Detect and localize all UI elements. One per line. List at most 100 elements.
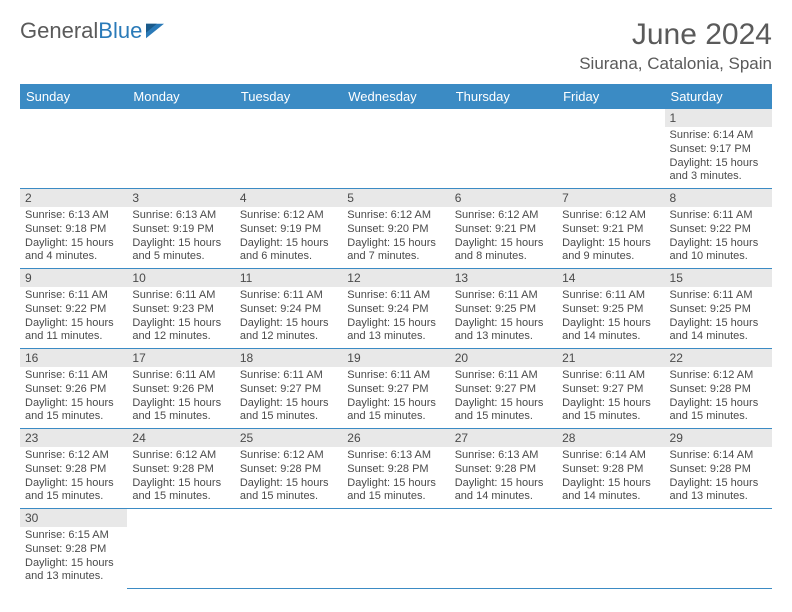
calendar-day-cell: 28Sunrise: 6:14 AMSunset: 9:28 PMDayligh… [557, 429, 664, 509]
sunrise-text: Sunrise: 6:11 AM [455, 369, 552, 383]
daylight-text: and 15 minutes. [347, 410, 444, 424]
sunset-text: Sunset: 9:25 PM [455, 303, 552, 317]
daylight-text: and 15 minutes. [132, 410, 229, 424]
day-number: 13 [450, 269, 557, 287]
daylight-text: and 15 minutes. [347, 490, 444, 504]
weekday-header: Friday [557, 84, 664, 109]
calendar-day-cell [235, 509, 342, 589]
calendar-day-cell: 22Sunrise: 6:12 AMSunset: 9:28 PMDayligh… [665, 349, 772, 429]
sunset-text: Sunset: 9:25 PM [670, 303, 767, 317]
calendar-day-cell: 10Sunrise: 6:11 AMSunset: 9:23 PMDayligh… [127, 269, 234, 349]
daylight-text: Daylight: 15 hours [132, 397, 229, 411]
day-info: Sunrise: 6:11 AMSunset: 9:25 PMDaylight:… [450, 287, 557, 348]
calendar-day-cell [450, 109, 557, 189]
sunset-text: Sunset: 9:28 PM [455, 463, 552, 477]
weekday-header: Saturday [665, 84, 772, 109]
sunset-text: Sunset: 9:26 PM [25, 383, 122, 397]
sunset-text: Sunset: 9:28 PM [670, 463, 767, 477]
daylight-text: Daylight: 15 hours [562, 477, 659, 491]
sunset-text: Sunset: 9:19 PM [132, 223, 229, 237]
sunset-text: Sunset: 9:22 PM [25, 303, 122, 317]
sunset-text: Sunset: 9:20 PM [347, 223, 444, 237]
daylight-text: and 14 minutes. [670, 330, 767, 344]
sunset-text: Sunset: 9:28 PM [132, 463, 229, 477]
calendar-day-cell: 8Sunrise: 6:11 AMSunset: 9:22 PMDaylight… [665, 189, 772, 269]
sunset-text: Sunset: 9:18 PM [25, 223, 122, 237]
daylight-text: Daylight: 15 hours [347, 237, 444, 251]
sunset-text: Sunset: 9:27 PM [562, 383, 659, 397]
day-number: 19 [342, 349, 449, 367]
sunset-text: Sunset: 9:24 PM [347, 303, 444, 317]
calendar-day-cell: 29Sunrise: 6:14 AMSunset: 9:28 PMDayligh… [665, 429, 772, 509]
daylight-text: Daylight: 15 hours [670, 237, 767, 251]
daylight-text: Daylight: 15 hours [25, 397, 122, 411]
day-info: Sunrise: 6:11 AMSunset: 9:24 PMDaylight:… [235, 287, 342, 348]
sunset-text: Sunset: 9:28 PM [670, 383, 767, 397]
header: GeneralBlue June 2024 Siurana, Catalonia… [20, 18, 772, 74]
calendar-day-cell: 26Sunrise: 6:13 AMSunset: 9:28 PMDayligh… [342, 429, 449, 509]
sunrise-text: Sunrise: 6:12 AM [562, 209, 659, 223]
brand-name-blue: Blue [98, 18, 142, 43]
calendar-day-cell: 17Sunrise: 6:11 AMSunset: 9:26 PMDayligh… [127, 349, 234, 429]
sunrise-text: Sunrise: 6:13 AM [132, 209, 229, 223]
day-number: 23 [20, 429, 127, 447]
day-info: Sunrise: 6:13 AMSunset: 9:18 PMDaylight:… [20, 207, 127, 268]
day-info: Sunrise: 6:12 AMSunset: 9:20 PMDaylight:… [342, 207, 449, 268]
calendar-week-row: 1Sunrise: 6:14 AMSunset: 9:17 PMDaylight… [20, 109, 772, 189]
sunset-text: Sunset: 9:23 PM [132, 303, 229, 317]
calendar-day-cell [342, 509, 449, 589]
sunset-text: Sunset: 9:25 PM [562, 303, 659, 317]
daylight-text: and 15 minutes. [25, 490, 122, 504]
weekday-header: Tuesday [235, 84, 342, 109]
daylight-text: Daylight: 15 hours [132, 317, 229, 331]
day-number: 27 [450, 429, 557, 447]
calendar-day-cell: 6Sunrise: 6:12 AMSunset: 9:21 PMDaylight… [450, 189, 557, 269]
sunrise-text: Sunrise: 6:12 AM [25, 449, 122, 463]
sunrise-text: Sunrise: 6:11 AM [25, 289, 122, 303]
daylight-text: Daylight: 15 hours [455, 397, 552, 411]
daylight-text: Daylight: 15 hours [670, 317, 767, 331]
daylight-text: and 15 minutes. [132, 490, 229, 504]
sunrise-text: Sunrise: 6:11 AM [240, 369, 337, 383]
daylight-text: and 6 minutes. [240, 250, 337, 264]
calendar-day-cell [235, 109, 342, 189]
day-number: 29 [665, 429, 772, 447]
month-title: June 2024 [579, 18, 772, 52]
day-info: Sunrise: 6:12 AMSunset: 9:19 PMDaylight:… [235, 207, 342, 268]
daylight-text: Daylight: 15 hours [455, 317, 552, 331]
sunrise-text: Sunrise: 6:14 AM [562, 449, 659, 463]
day-number: 25 [235, 429, 342, 447]
daylight-text: and 10 minutes. [670, 250, 767, 264]
daylight-text: and 12 minutes. [240, 330, 337, 344]
weekday-header: Monday [127, 84, 234, 109]
day-info: Sunrise: 6:11 AMSunset: 9:24 PMDaylight:… [342, 287, 449, 348]
sunrise-text: Sunrise: 6:11 AM [25, 369, 122, 383]
sunrise-text: Sunrise: 6:11 AM [670, 209, 767, 223]
day-number: 17 [127, 349, 234, 367]
day-number: 1 [665, 109, 772, 127]
day-number: 3 [127, 189, 234, 207]
calendar-day-cell [20, 109, 127, 189]
day-number: 10 [127, 269, 234, 287]
day-info: Sunrise: 6:12 AMSunset: 9:28 PMDaylight:… [665, 367, 772, 428]
sunrise-text: Sunrise: 6:14 AM [670, 449, 767, 463]
daylight-text: Daylight: 15 hours [25, 557, 122, 571]
day-info: Sunrise: 6:13 AMSunset: 9:28 PMDaylight:… [450, 447, 557, 508]
location: Siurana, Catalonia, Spain [579, 54, 772, 74]
sunrise-text: Sunrise: 6:12 AM [455, 209, 552, 223]
weekday-header: Wednesday [342, 84, 449, 109]
day-info: Sunrise: 6:12 AMSunset: 9:28 PMDaylight:… [127, 447, 234, 508]
day-info: Sunrise: 6:13 AMSunset: 9:28 PMDaylight:… [342, 447, 449, 508]
calendar-day-cell: 15Sunrise: 6:11 AMSunset: 9:25 PMDayligh… [665, 269, 772, 349]
sunset-text: Sunset: 9:26 PM [132, 383, 229, 397]
daylight-text: Daylight: 15 hours [347, 397, 444, 411]
weekday-header: Sunday [20, 84, 127, 109]
calendar-day-cell: 12Sunrise: 6:11 AMSunset: 9:24 PMDayligh… [342, 269, 449, 349]
calendar-day-cell: 19Sunrise: 6:11 AMSunset: 9:27 PMDayligh… [342, 349, 449, 429]
day-info: Sunrise: 6:11 AMSunset: 9:22 PMDaylight:… [20, 287, 127, 348]
day-info: Sunrise: 6:14 AMSunset: 9:28 PMDaylight:… [665, 447, 772, 508]
calendar-day-cell: 18Sunrise: 6:11 AMSunset: 9:27 PMDayligh… [235, 349, 342, 429]
calendar-day-cell: 11Sunrise: 6:11 AMSunset: 9:24 PMDayligh… [235, 269, 342, 349]
calendar-week-row: 30Sunrise: 6:15 AMSunset: 9:28 PMDayligh… [20, 509, 772, 589]
sunrise-text: Sunrise: 6:12 AM [347, 209, 444, 223]
